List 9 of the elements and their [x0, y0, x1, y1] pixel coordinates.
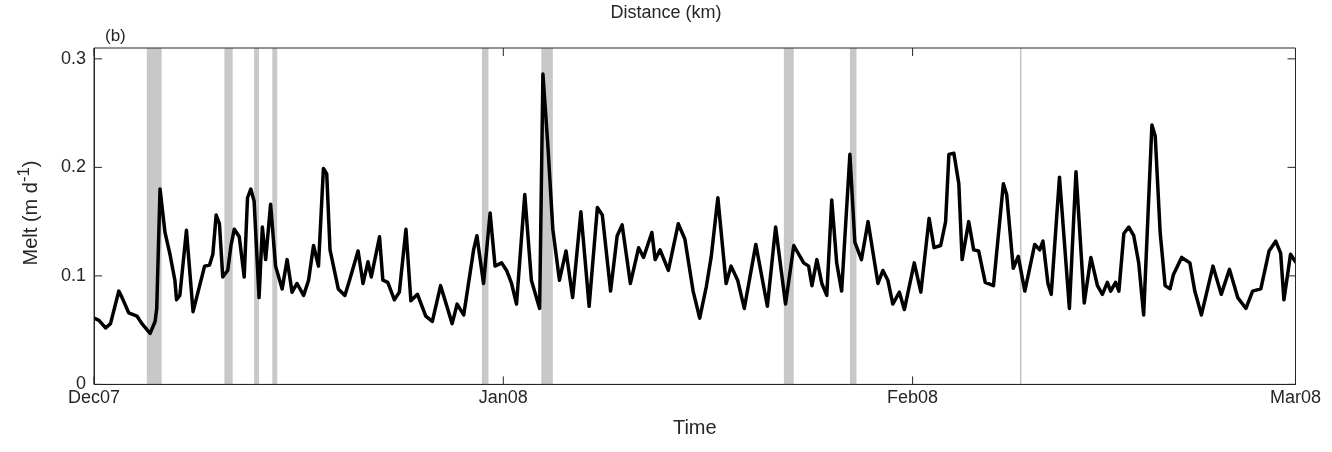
y-tick-label: 0.3: [60, 47, 87, 68]
x-tick-label: Feb08: [887, 387, 939, 408]
x-axis-title: Time: [672, 415, 717, 438]
text: Distance (km): [610, 2, 722, 22]
chart-title: (b): [105, 26, 126, 46]
x-tick-label: Jan08: [478, 387, 528, 408]
y-tick-label: 0.2: [60, 156, 87, 177]
y-tick-label: 0.1: [60, 264, 87, 285]
x-tick-label: Mar08: [1269, 387, 1322, 408]
